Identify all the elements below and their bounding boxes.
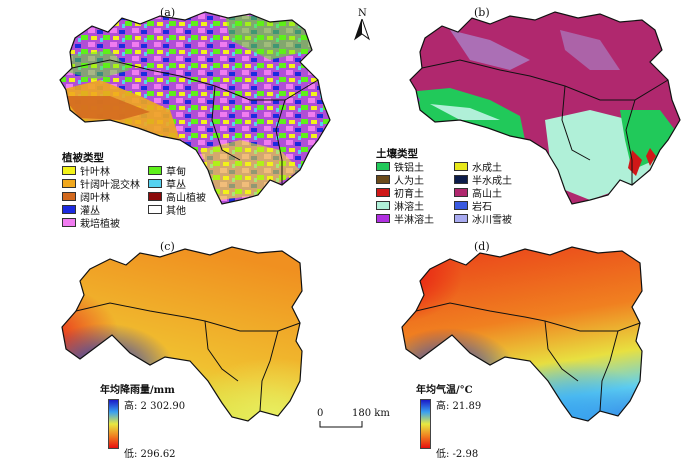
panel-c-label: (c)	[160, 240, 175, 253]
scale-bar-end-label: 180 km	[352, 408, 390, 419]
legend-swatch	[376, 201, 390, 210]
legend-swatch	[376, 162, 390, 171]
temperature-legend-title: 年均气温/°C	[416, 385, 473, 396]
north-arrow-icon: N	[352, 8, 372, 42]
precipitation-color-bar	[108, 399, 119, 449]
legend-swatch	[148, 205, 162, 214]
legend-label: 冰川雪被	[472, 215, 512, 226]
temperature-color-bar	[420, 399, 431, 449]
temperature-low-label: 低: -2.98	[436, 449, 479, 460]
vegetation-legend-item: 栽培植被	[62, 215, 120, 230]
soil-legend-item: 水成土	[454, 159, 502, 174]
panel-a-label: (a)	[160, 6, 176, 19]
legend-swatch	[62, 192, 76, 201]
temperature-map	[401, 246, 643, 422]
panel-b-soil: (b) 土壤类型 铁铝土 人为土 初育土 淋溶土 半淋溶土 水成土 半水成土 高…	[350, 0, 700, 231]
legend-label: 高山植被	[166, 193, 206, 204]
vegetation-legend-item: 针阔叶混交林	[62, 176, 140, 191]
legend-swatch	[148, 192, 162, 201]
vegetation-legend-item: 其他	[148, 202, 186, 217]
legend-swatch	[454, 188, 468, 197]
legend-swatch	[62, 179, 76, 188]
legend-swatch	[62, 205, 76, 214]
legend-label: 针阔叶混交林	[80, 180, 140, 191]
legend-swatch	[454, 162, 468, 171]
legend-label: 草丛	[166, 180, 186, 191]
legend-swatch	[376, 214, 390, 223]
scale-bar-start-label: 0	[317, 408, 324, 419]
soil-legend-item: 冰川雪被	[454, 211, 512, 226]
legend-swatch	[148, 179, 162, 188]
legend-label: 栽培植被	[80, 219, 120, 230]
legend-swatch	[454, 214, 468, 223]
panel-c-precipitation: (c) 年均降雨量/mm 高: 2 302.90 低: 296.62	[0, 231, 350, 462]
legend-label: 铁铝土	[394, 163, 424, 174]
vegetation-legend-item: 针叶林	[62, 163, 110, 178]
soil-legend-title: 土壤类型	[376, 148, 418, 160]
legend-label: 高山土	[472, 189, 502, 200]
legend-label: 草甸	[166, 167, 186, 178]
precipitation-legend-title: 年均降雨量/mm	[100, 385, 175, 396]
vegetation-legend-item: 高山植被	[148, 189, 206, 204]
precipitation-low-label: 低: 296.62	[124, 449, 176, 460]
soil-legend-item: 半淋溶土	[376, 211, 434, 226]
legend-swatch	[454, 201, 468, 210]
soil-legend-item: 岩石	[454, 198, 492, 213]
vegetation-legend-item: 草甸	[148, 163, 186, 178]
legend-label: 岩石	[472, 202, 492, 213]
legend-label: 阔叶林	[80, 193, 110, 204]
precipitation-region-outline	[61, 246, 303, 422]
vegetation-legend-item: 阔叶林	[62, 189, 110, 204]
legend-label: 人为土	[394, 176, 424, 187]
precipitation-high-label: 高: 2 302.90	[124, 401, 186, 412]
legend-label: 淋溶土	[394, 202, 424, 213]
legend-label: 半水成土	[472, 176, 512, 187]
soil-legend-item: 淋溶土	[376, 198, 424, 213]
legend-label: 半淋溶土	[394, 215, 434, 226]
soil-legend-item: 高山土	[454, 185, 502, 200]
soil-legend-item: 铁铝土	[376, 159, 424, 174]
legend-swatch	[376, 175, 390, 184]
temperature-high-label: 高: 21.89	[436, 401, 482, 412]
legend-label: 针叶林	[80, 167, 110, 178]
temperature-region-outline	[401, 246, 643, 422]
legend-swatch	[62, 218, 76, 227]
vegetation-legend-title: 植被类型	[62, 152, 104, 164]
legend-swatch	[454, 175, 468, 184]
legend-label: 初育土	[394, 189, 424, 200]
precipitation-map	[61, 246, 303, 422]
soil-legend-item: 半水成土	[454, 172, 512, 187]
legend-label: 灌丛	[80, 206, 100, 217]
north-label: N	[358, 8, 367, 19]
panel-d-label: (d)	[474, 240, 490, 253]
vegetation-legend-item: 灌丛	[62, 202, 100, 217]
soil-map	[409, 11, 681, 205]
legend-label: 水成土	[472, 163, 502, 174]
panel-d-temperature: (d) 年均气温/°C 高: 21.89 低: -2.98	[350, 231, 700, 462]
panel-b-label: (b)	[474, 6, 490, 19]
scale-bar: 0 180 km	[312, 408, 392, 430]
legend-swatch	[376, 188, 390, 197]
soil-legend-item: 初育土	[376, 185, 424, 200]
legend-swatch	[62, 166, 76, 175]
legend-label: 其他	[166, 206, 186, 217]
panel-a-vegetation: (a) 植被类型 针叶林 针阔叶混交林 阔叶林 灌丛 栽培植被 草甸 草丛 高山…	[0, 0, 350, 231]
vegetation-legend-item: 草丛	[148, 176, 186, 191]
soil-legend-item: 人为土	[376, 172, 424, 187]
legend-swatch	[148, 166, 162, 175]
vegetation-map	[59, 11, 331, 205]
